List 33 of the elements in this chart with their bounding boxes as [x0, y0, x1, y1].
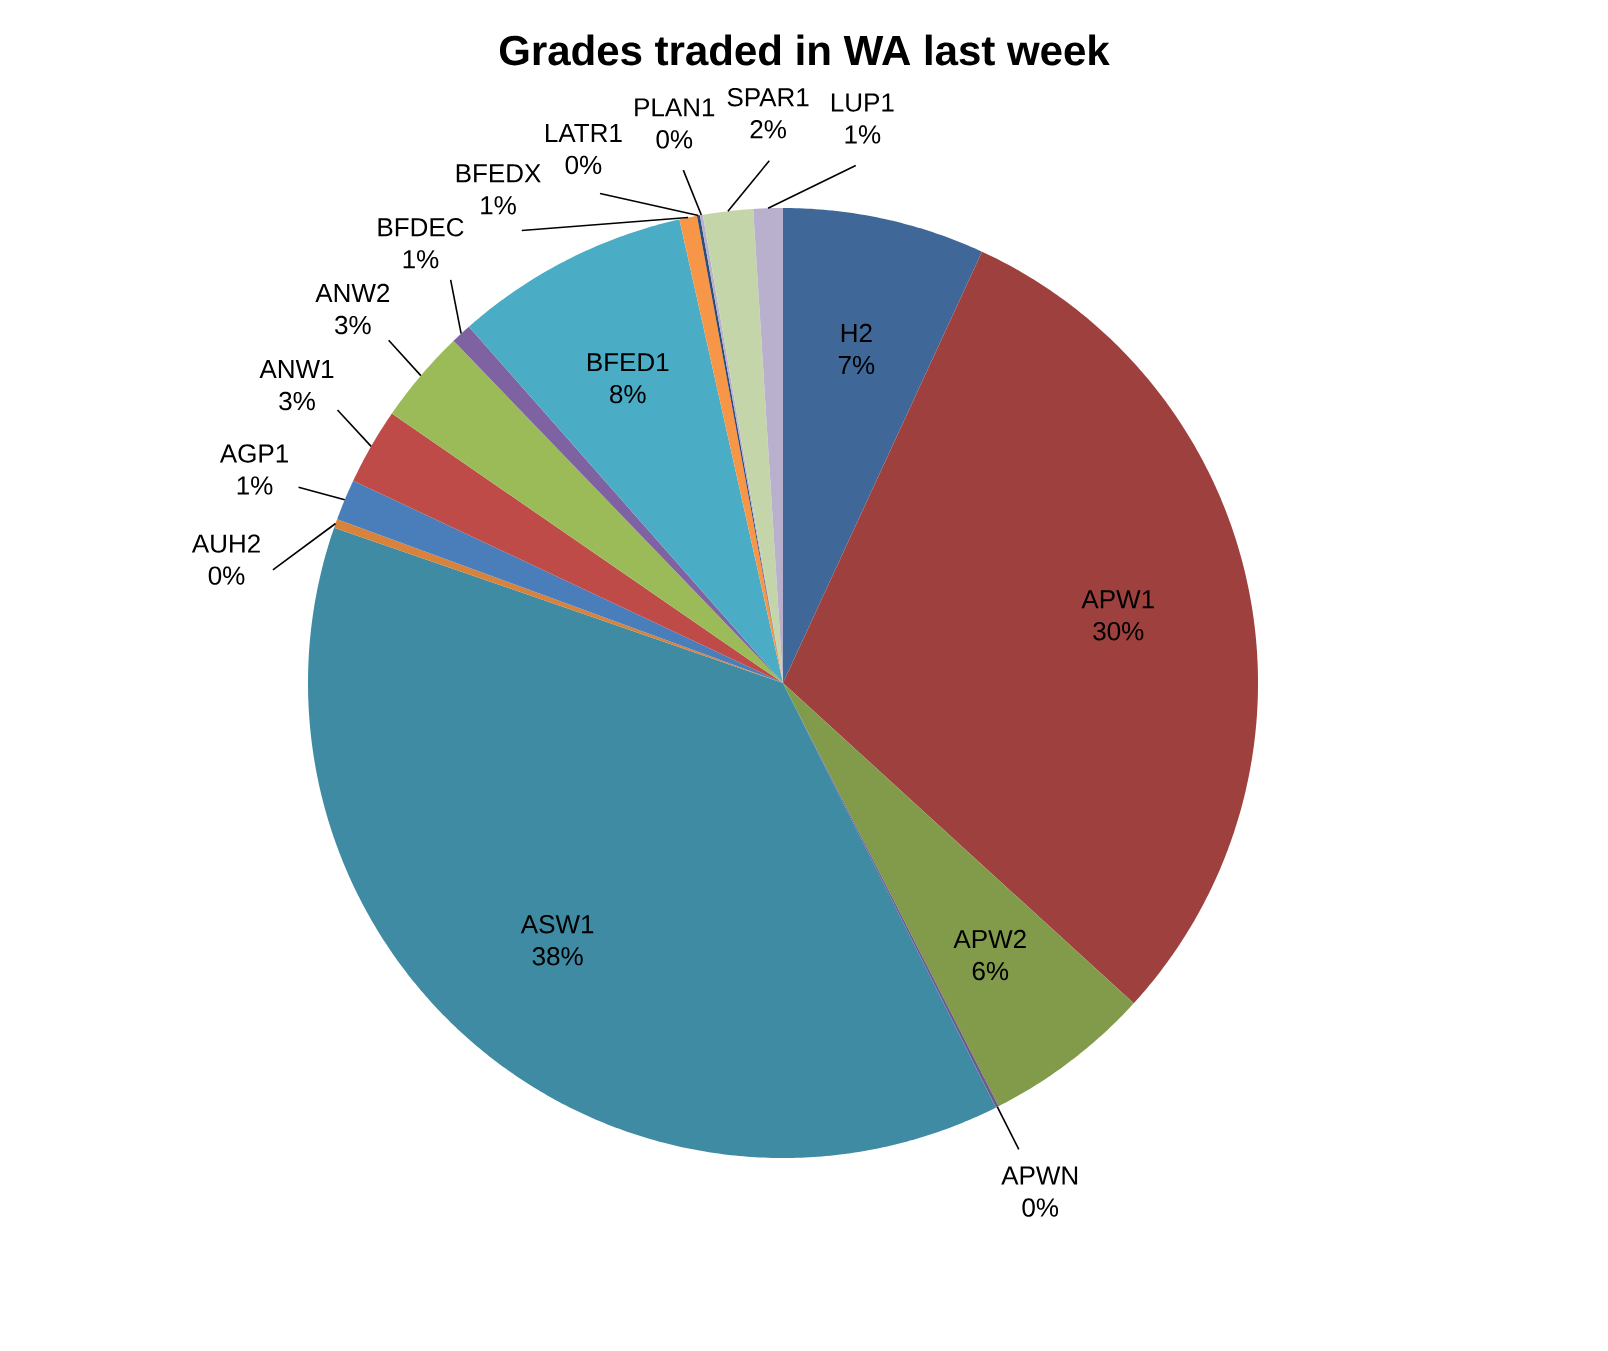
data-label: 0% — [565, 155, 602, 175]
slice-label: SPAR1 — [727, 88, 809, 107]
data-label: 1% — [237, 476, 273, 495]
data-label: 1% — [481, 196, 516, 215]
slice-label: PLAN1 — [635, 98, 715, 117]
slice-label: ANW2 — [315, 283, 390, 302]
slice-label: APWN — [1001, 1166, 1078, 1185]
data-label: 1% — [845, 125, 881, 144]
data-label: 3% — [279, 391, 315, 411]
slice-label: BFED1 — [587, 353, 669, 372]
slice-label: ASW1 — [520, 915, 594, 934]
data-label: 2% — [750, 120, 786, 139]
slice-label: BFDEC — [378, 218, 464, 237]
data-label: 0% — [208, 566, 245, 585]
data-label: 8% — [610, 384, 646, 404]
slice-label: ANW1 — [259, 360, 334, 378]
data-label: 0% — [656, 130, 693, 149]
slice-label: APW2 — [953, 929, 1026, 949]
data-label: 38% — [532, 947, 583, 966]
slice-label: AGP1 — [219, 444, 288, 463]
data-label: 0% — [1022, 1198, 1059, 1217]
data-label: 1% — [403, 250, 439, 269]
data-label: 6% — [972, 961, 1009, 981]
data-label: 3% — [335, 315, 371, 335]
slice-label: LATR1 — [546, 124, 622, 142]
chart-title: Grades traded in WA last week — [499, 34, 1110, 66]
slice-label: H2 — [841, 323, 872, 342]
slice-label: APW1 — [1081, 590, 1154, 609]
data-label: 30% — [1093, 621, 1144, 641]
data-label: 7% — [838, 355, 875, 375]
slice-label: BFEDX — [456, 164, 541, 183]
slice-label: LUP1 — [831, 93, 894, 112]
slice-label: AUH2 — [191, 534, 260, 553]
